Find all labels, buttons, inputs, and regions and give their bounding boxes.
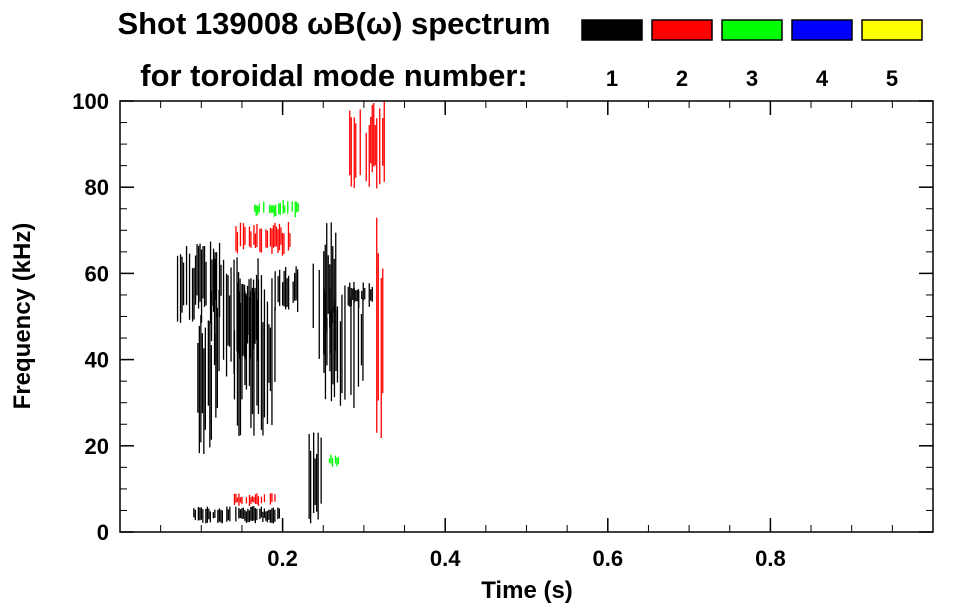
mode-3-region-16 xyxy=(328,454,340,467)
x-tick-label: 0.6 xyxy=(593,546,624,571)
legend-swatch-mode-3 xyxy=(721,19,783,41)
mode-1-region-6 xyxy=(193,506,280,524)
x-tick-label: 0.4 xyxy=(430,546,461,571)
y-tick-label: 20 xyxy=(85,434,109,459)
mode-3-region-15 xyxy=(254,200,299,218)
mode-1-region-10 xyxy=(308,432,322,524)
chart-legend: 1 2 3 4 5 xyxy=(581,19,923,91)
x-axis-label: Time (s) xyxy=(481,577,573,604)
y-tick-label: 0 xyxy=(97,520,109,545)
legend-label-mode-3: 3 xyxy=(746,66,758,91)
mode-2-region-13 xyxy=(376,217,384,438)
mode-1-region-5 xyxy=(274,266,299,313)
mode-2-region-14 xyxy=(233,493,276,507)
legend-swatch-mode-5 xyxy=(861,19,923,41)
legend-swatch-mode-2 xyxy=(651,19,713,41)
chart-subtitle: for toroidal mode number: xyxy=(140,58,528,93)
y-tick-label: 60 xyxy=(85,261,109,286)
mode-1-region-2 xyxy=(197,307,218,454)
mode-1-region-9 xyxy=(347,282,373,308)
legend-label-mode-2: 2 xyxy=(676,66,688,91)
legend-label-mode-1: 1 xyxy=(606,66,618,91)
y-tick-label: 40 xyxy=(85,348,109,373)
y-axis-label: Frequency (kHz) xyxy=(9,223,36,410)
mode-1-region-1 xyxy=(176,241,222,324)
spectrogram-marks xyxy=(176,101,385,524)
chart-title: Shot 139008 ωB(ω) spectrum xyxy=(117,6,550,41)
y-tick-label: 80 xyxy=(85,175,109,200)
x-tick-label: 0.8 xyxy=(755,546,786,571)
x-tick-label: 0.2 xyxy=(267,546,298,571)
mode-1-region-8 xyxy=(323,281,364,408)
legend-label-mode-4: 4 xyxy=(816,66,829,91)
y-tick-label: 100 xyxy=(72,89,109,114)
legend-swatch-mode-1 xyxy=(581,19,643,41)
mode-1-region-4 xyxy=(233,275,276,436)
legend-label-mode-5: 5 xyxy=(886,66,898,91)
axis-ticks: 0.2 0.4 0.6 0.8 0 20 40 60 80 100 xyxy=(72,89,933,571)
mode-2-region-12 xyxy=(349,101,385,189)
mode-2-region-11 xyxy=(235,222,291,256)
legend-swatch-mode-4 xyxy=(791,19,853,41)
